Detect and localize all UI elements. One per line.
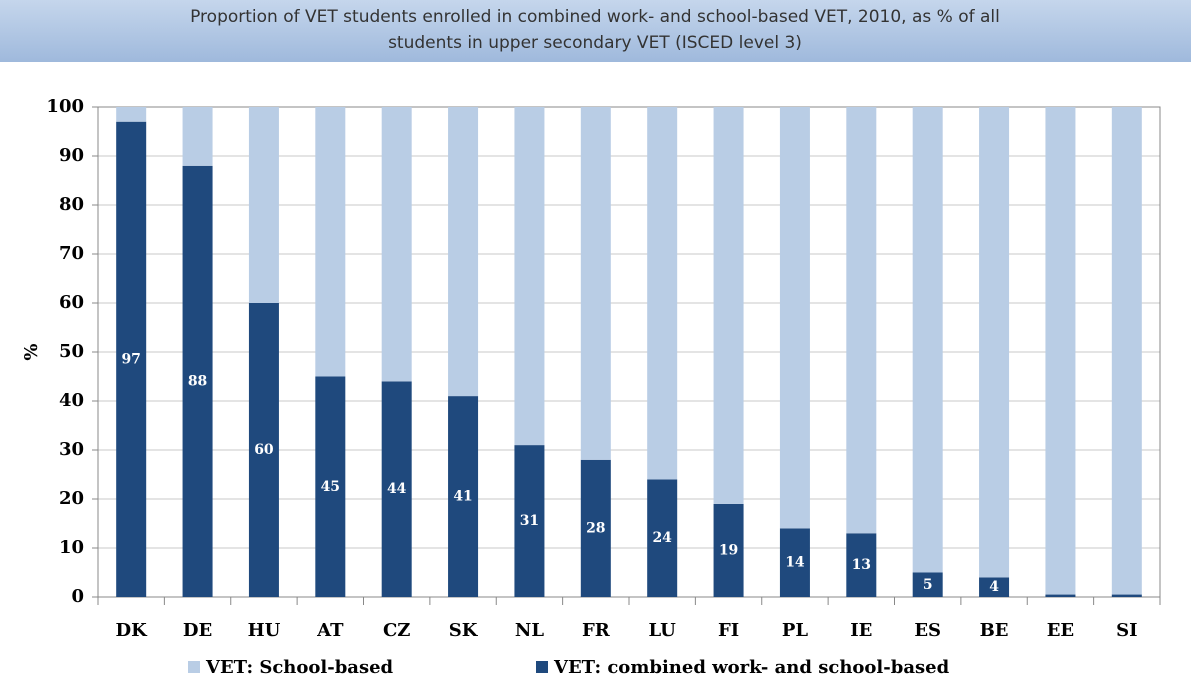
bar-segment	[912, 107, 943, 573]
bar-segment	[448, 396, 479, 597]
x-tick-label: DK	[116, 620, 149, 641]
y-tick-label: 80	[59, 194, 84, 215]
bar-segment	[381, 107, 412, 382]
x-tick-label: HU	[248, 620, 281, 641]
bar-segment	[1045, 107, 1076, 595]
data-label: 28	[586, 520, 605, 536]
bar-segment	[248, 303, 279, 597]
data-label: 4	[989, 579, 999, 595]
bar-segment	[779, 528, 810, 597]
bar-segment	[315, 107, 346, 377]
bar-segment	[116, 107, 147, 122]
y-tick-label: 60	[59, 292, 84, 313]
x-tick-label: PL	[782, 620, 809, 641]
bar-segment	[979, 107, 1010, 578]
bar-segment	[713, 107, 744, 504]
data-label: 14	[785, 555, 805, 571]
x-tick-label: EE	[1047, 620, 1074, 641]
data-label: 88	[188, 373, 207, 389]
data-label: 45	[321, 479, 340, 495]
bar-segment	[182, 107, 213, 166]
bar-segment	[116, 121, 147, 597]
bar-segment	[514, 107, 545, 446]
data-label: 41	[453, 489, 472, 505]
x-tick-label: IE	[850, 620, 872, 641]
bar-segment	[979, 577, 1010, 597]
bar-segment	[779, 107, 810, 529]
bar-segment	[1111, 107, 1142, 595]
bar-segment	[381, 381, 412, 597]
legend-label: VET: School-based	[205, 657, 394, 678]
data-label: 5	[923, 577, 933, 593]
y-tick-label: 70	[59, 243, 84, 264]
y-tick-label: 90	[59, 145, 84, 166]
data-label: 19	[719, 542, 738, 558]
bar-segment	[912, 572, 943, 597]
bar-segment	[248, 107, 279, 303]
bar-segment	[846, 533, 877, 597]
bar-segment	[713, 503, 744, 597]
x-tick-label: DE	[183, 620, 212, 641]
bar-segment	[580, 107, 611, 460]
bar-segment	[580, 459, 611, 597]
x-tick-label: AT	[316, 620, 344, 641]
x-tick-label: CZ	[383, 620, 410, 641]
data-label: 60	[254, 442, 274, 458]
legend-label: VET: combined work- and school-based	[553, 657, 950, 678]
x-tick-label: FR	[582, 620, 611, 641]
data-label: 24	[652, 530, 672, 546]
chart-title: Proportion of VET students enrolled in c…	[190, 7, 1000, 53]
data-label: 31	[520, 513, 539, 529]
x-tick-label: FI	[718, 620, 739, 641]
bar-segment	[448, 107, 479, 397]
bar-segment	[315, 376, 346, 597]
y-tick-label: 50	[59, 341, 84, 362]
x-tick-label: SK	[449, 620, 479, 641]
bar-segment	[1111, 594, 1142, 597]
y-tick-label: 0	[71, 586, 84, 607]
x-tick-label: BE	[980, 620, 1009, 641]
bar-segment	[846, 107, 877, 534]
data-label: 97	[121, 351, 140, 367]
x-tick-label: SI	[1116, 620, 1137, 641]
y-tick-label: 100	[46, 96, 84, 117]
data-label: 13	[852, 557, 871, 573]
x-tick-label: LU	[649, 620, 677, 641]
y-tick-label: 30	[59, 439, 84, 460]
data-label: 44	[387, 481, 407, 497]
bar-segment	[514, 445, 545, 597]
legend-swatch	[536, 661, 548, 673]
title-band	[0, 0, 1191, 62]
legend-swatch	[188, 661, 200, 673]
y-tick-label: 20	[59, 488, 84, 509]
y-tick-label: 40	[59, 390, 84, 411]
y-tick-label: 10	[59, 537, 84, 558]
bar-segment	[647, 107, 678, 480]
x-tick-label: NL	[515, 620, 544, 641]
bar-segment	[647, 479, 678, 597]
bar-segment	[182, 165, 213, 598]
y-axis-label: %	[21, 343, 42, 360]
x-tick-label: ES	[914, 620, 941, 641]
bar-segment	[1045, 594, 1076, 597]
